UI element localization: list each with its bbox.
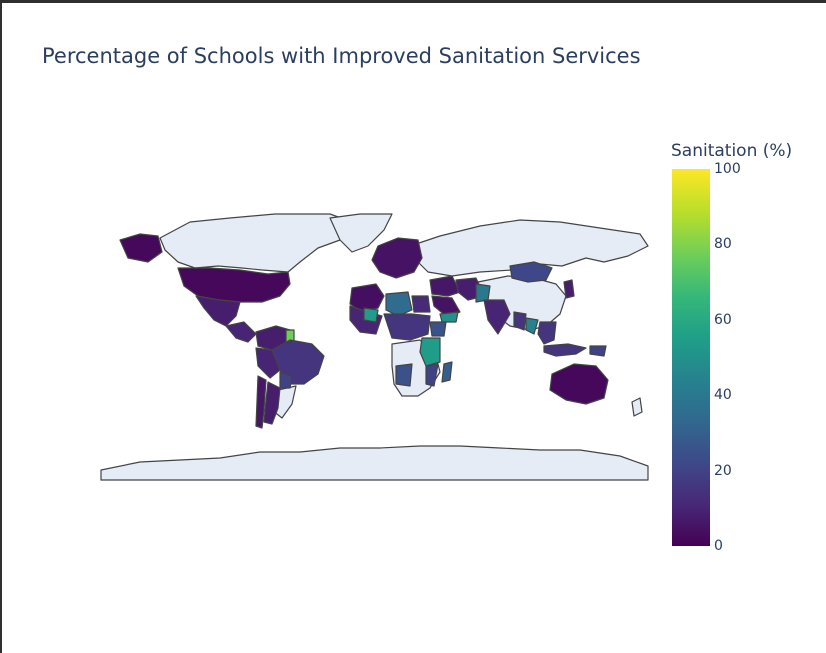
colorbar-tick-40: 40	[714, 387, 732, 404]
region-mongolia	[509, 261, 553, 283]
region-australia	[549, 363, 609, 405]
region-libya	[385, 291, 413, 317]
region-peru-bolivia	[255, 347, 281, 379]
colorbar-tick-0: 0	[714, 538, 723, 554]
region-mexico	[195, 295, 241, 327]
region-kenya-tanzania	[419, 337, 441, 367]
nodata-greenland	[329, 213, 393, 253]
region-ethiopia	[429, 321, 447, 337]
chart-title: Percentage of Schools with Improved Sani…	[42, 44, 641, 68]
region-southeast-asia	[537, 321, 557, 345]
region-madagascar	[441, 361, 453, 383]
region-papua-new-guinea	[589, 345, 607, 357]
region-pakistan	[475, 283, 491, 303]
region-india	[483, 299, 511, 335]
region-indonesia	[543, 343, 587, 357]
nodata-canada	[159, 213, 353, 273]
region-egypt	[411, 295, 431, 313]
window-frame-top	[0, 0, 826, 3]
nodata-antarctica	[100, 445, 649, 481]
region-alaska	[119, 233, 163, 263]
region-central-america	[225, 321, 257, 343]
colorbar	[672, 169, 710, 546]
colorbar-title: Sanitation (%)	[671, 141, 793, 161]
region-chad-sudan	[383, 313, 431, 341]
colorbar-tick-100: 100	[714, 161, 741, 177]
region-paraguay	[279, 371, 293, 389]
region-chile	[255, 375, 267, 429]
region-angola	[395, 363, 413, 387]
region-argentina	[263, 381, 281, 425]
region-mozambique	[425, 363, 439, 387]
colorbar-tick-80: 80	[714, 236, 732, 253]
region-north-africa-west	[349, 283, 385, 313]
colorbar-tick-20: 20	[714, 462, 732, 479]
region-japan-korea	[563, 279, 575, 299]
region-mali	[363, 307, 379, 323]
region-europe	[371, 237, 423, 279]
nodata-new-zealand	[631, 397, 643, 417]
colorbar-tick-60: 60	[714, 311, 732, 328]
region-yemen	[439, 311, 459, 323]
region-thailand	[525, 317, 539, 335]
window-frame-left	[0, 0, 2, 653]
region-united-states	[177, 267, 291, 303]
region-myanmar	[513, 311, 527, 331]
region-middle-east	[429, 275, 461, 297]
